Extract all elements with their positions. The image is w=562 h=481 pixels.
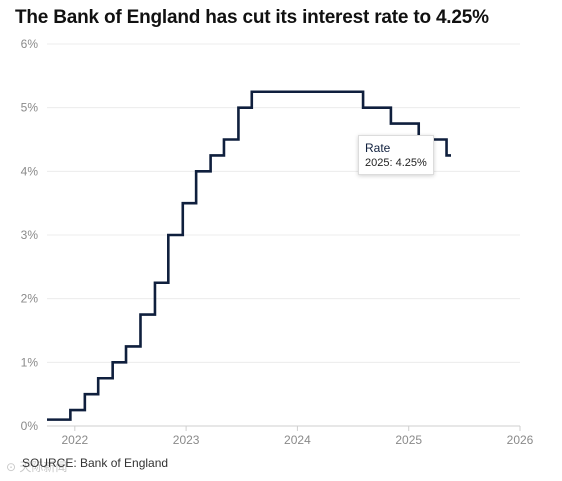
y-tick-label: 0% — [21, 419, 39, 433]
watermark: ⊙ 天际新闻 — [6, 460, 68, 474]
x-tick-label: 2025 — [395, 433, 422, 447]
x-tick-label: 2022 — [61, 433, 88, 447]
tooltip-series-name: Rate — [365, 141, 391, 155]
tooltip-value: 2025: 4.25% — [365, 157, 427, 169]
y-tick-label: 5% — [21, 101, 39, 115]
gridlines — [47, 43, 520, 427]
y-tick-label: 3% — [21, 228, 39, 242]
x-tick-label: 2024 — [284, 433, 311, 447]
y-tick-label: 2% — [21, 292, 39, 306]
chart-title: The Bank of England has cut its interest… — [15, 7, 489, 28]
y-tick-label: 1% — [21, 355, 39, 369]
y-axis-ticks: 0% 1% 2% 3% 4% 5% 6% — [21, 37, 39, 433]
data-tooltip: Rate 2025: 4.25% — [358, 135, 434, 175]
x-axis-ticks: 2022 2023 2024 2025 2026 — [61, 426, 534, 447]
series-line-rate[interactable] — [47, 90, 451, 421]
source-note: SOURCE: Bank of England — [22, 456, 169, 470]
y-tick-label: 4% — [21, 164, 39, 178]
x-tick-label: 2026 — [507, 433, 534, 447]
x-tick-label: 2023 — [173, 433, 200, 447]
y-tick-label: 6% — [21, 37, 39, 51]
